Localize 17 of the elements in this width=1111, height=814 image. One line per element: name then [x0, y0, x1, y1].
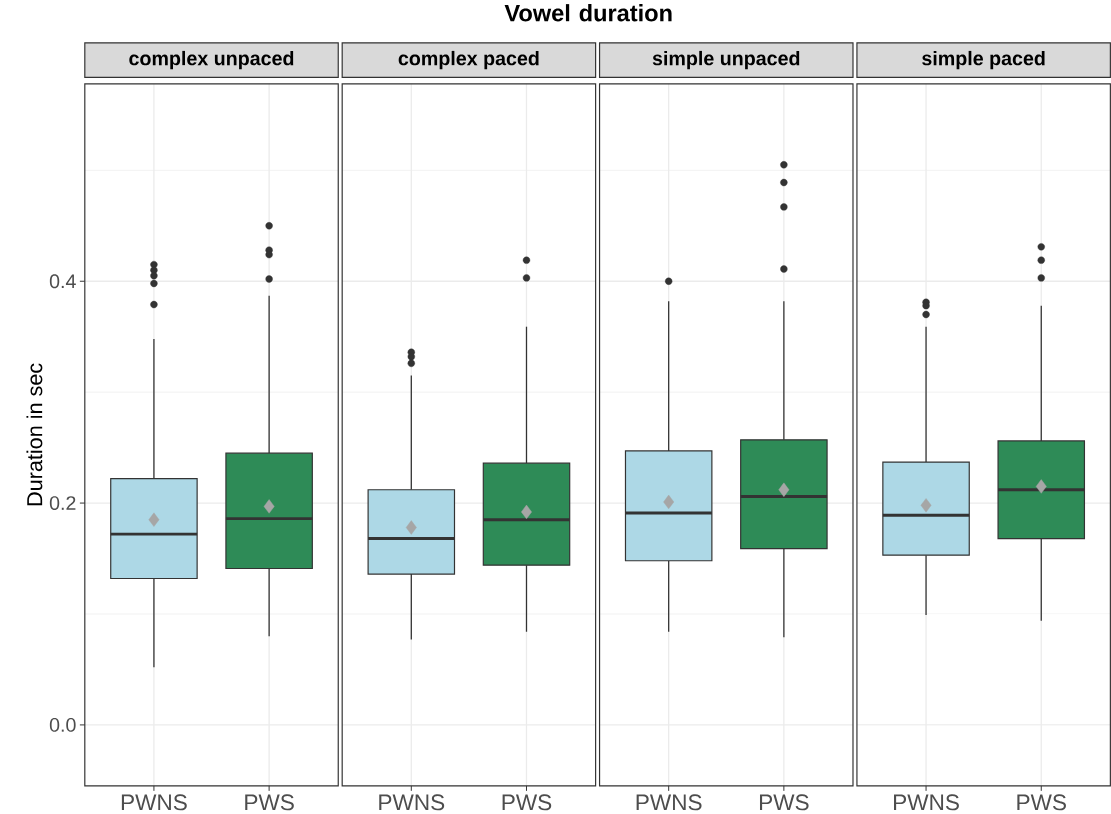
chart-title: complex unpaced [129, 51, 294, 70]
x-tick-label: PWNS [894, 794, 959, 811]
x-tick-label: PWS [502, 794, 552, 811]
x-tick-label: PWNS [121, 794, 187, 811]
y-tick-label: 0.2 [49, 496, 76, 511]
y-tick-label: 0.4 [49, 274, 76, 289]
x-tick-label: PWS [759, 794, 809, 811]
x-tick-label: PWNS [636, 794, 702, 811]
x-tick-label: PWNS [379, 794, 445, 811]
chart-title: simple paced [922, 51, 1045, 70]
x-tick-label: PWS [1017, 794, 1066, 811]
y-axis-title: Duration in sec [26, 363, 43, 506]
chart-title: complex paced [398, 51, 539, 70]
y-tick-label: 0.0 [49, 718, 76, 733]
chart-title: simple unpaced [652, 51, 800, 70]
text: Vowel duration [504, 4, 672, 22]
x-tick-label: PWS [245, 794, 294, 811]
